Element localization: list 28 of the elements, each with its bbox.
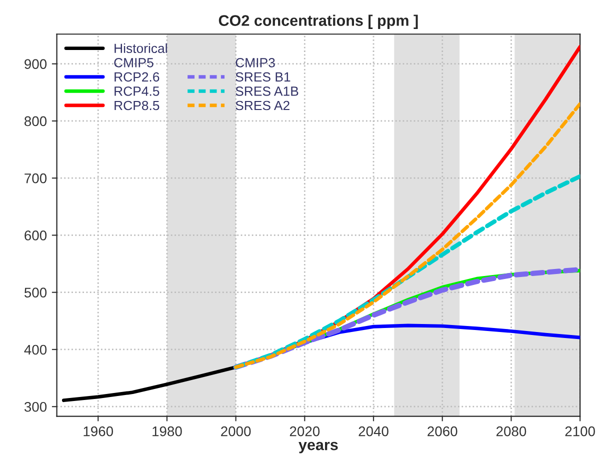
legend-label: RCP4.5 — [114, 86, 160, 96]
y-tick-label: 900 — [24, 59, 47, 69]
x-tick-label: 2100 — [565, 426, 595, 436]
chart-title: CO2 concentrations [ ppm ] — [218, 14, 418, 29]
legend-label: SRES A1B — [236, 86, 298, 96]
x-tick-label: 1960 — [84, 426, 114, 436]
x-tick-label: 2000 — [221, 426, 251, 436]
x-tick-label: 2060 — [428, 426, 458, 436]
annotation: CMIP5 — [114, 58, 154, 68]
legend-label: RCP2.6 — [114, 72, 160, 82]
line-series — [234, 102, 580, 369]
y-tick-label: 600 — [24, 230, 47, 240]
y-tick-label: 300 — [24, 402, 47, 412]
y-tick-label: 400 — [24, 344, 47, 355]
x-tick-label: 2040 — [358, 426, 388, 436]
legend-label: SRES B1 — [236, 72, 290, 82]
legend-label: Historical — [114, 43, 167, 54]
annotation: CMIP3 — [236, 58, 275, 68]
x-tick-label: 1980 — [152, 426, 182, 436]
y-tick-label: 800 — [24, 116, 47, 126]
x-tick-label: 2080 — [496, 426, 526, 436]
legend-label: RCP8.5 — [114, 100, 160, 110]
y-tick-label: 500 — [24, 288, 47, 298]
x-tick-label: 2020 — [290, 426, 320, 436]
y-tick-label: 700 — [24, 173, 47, 184]
x-axis-title: years — [298, 442, 338, 454]
line-series — [234, 174, 580, 370]
legend-label: SRES A2 — [236, 100, 290, 110]
